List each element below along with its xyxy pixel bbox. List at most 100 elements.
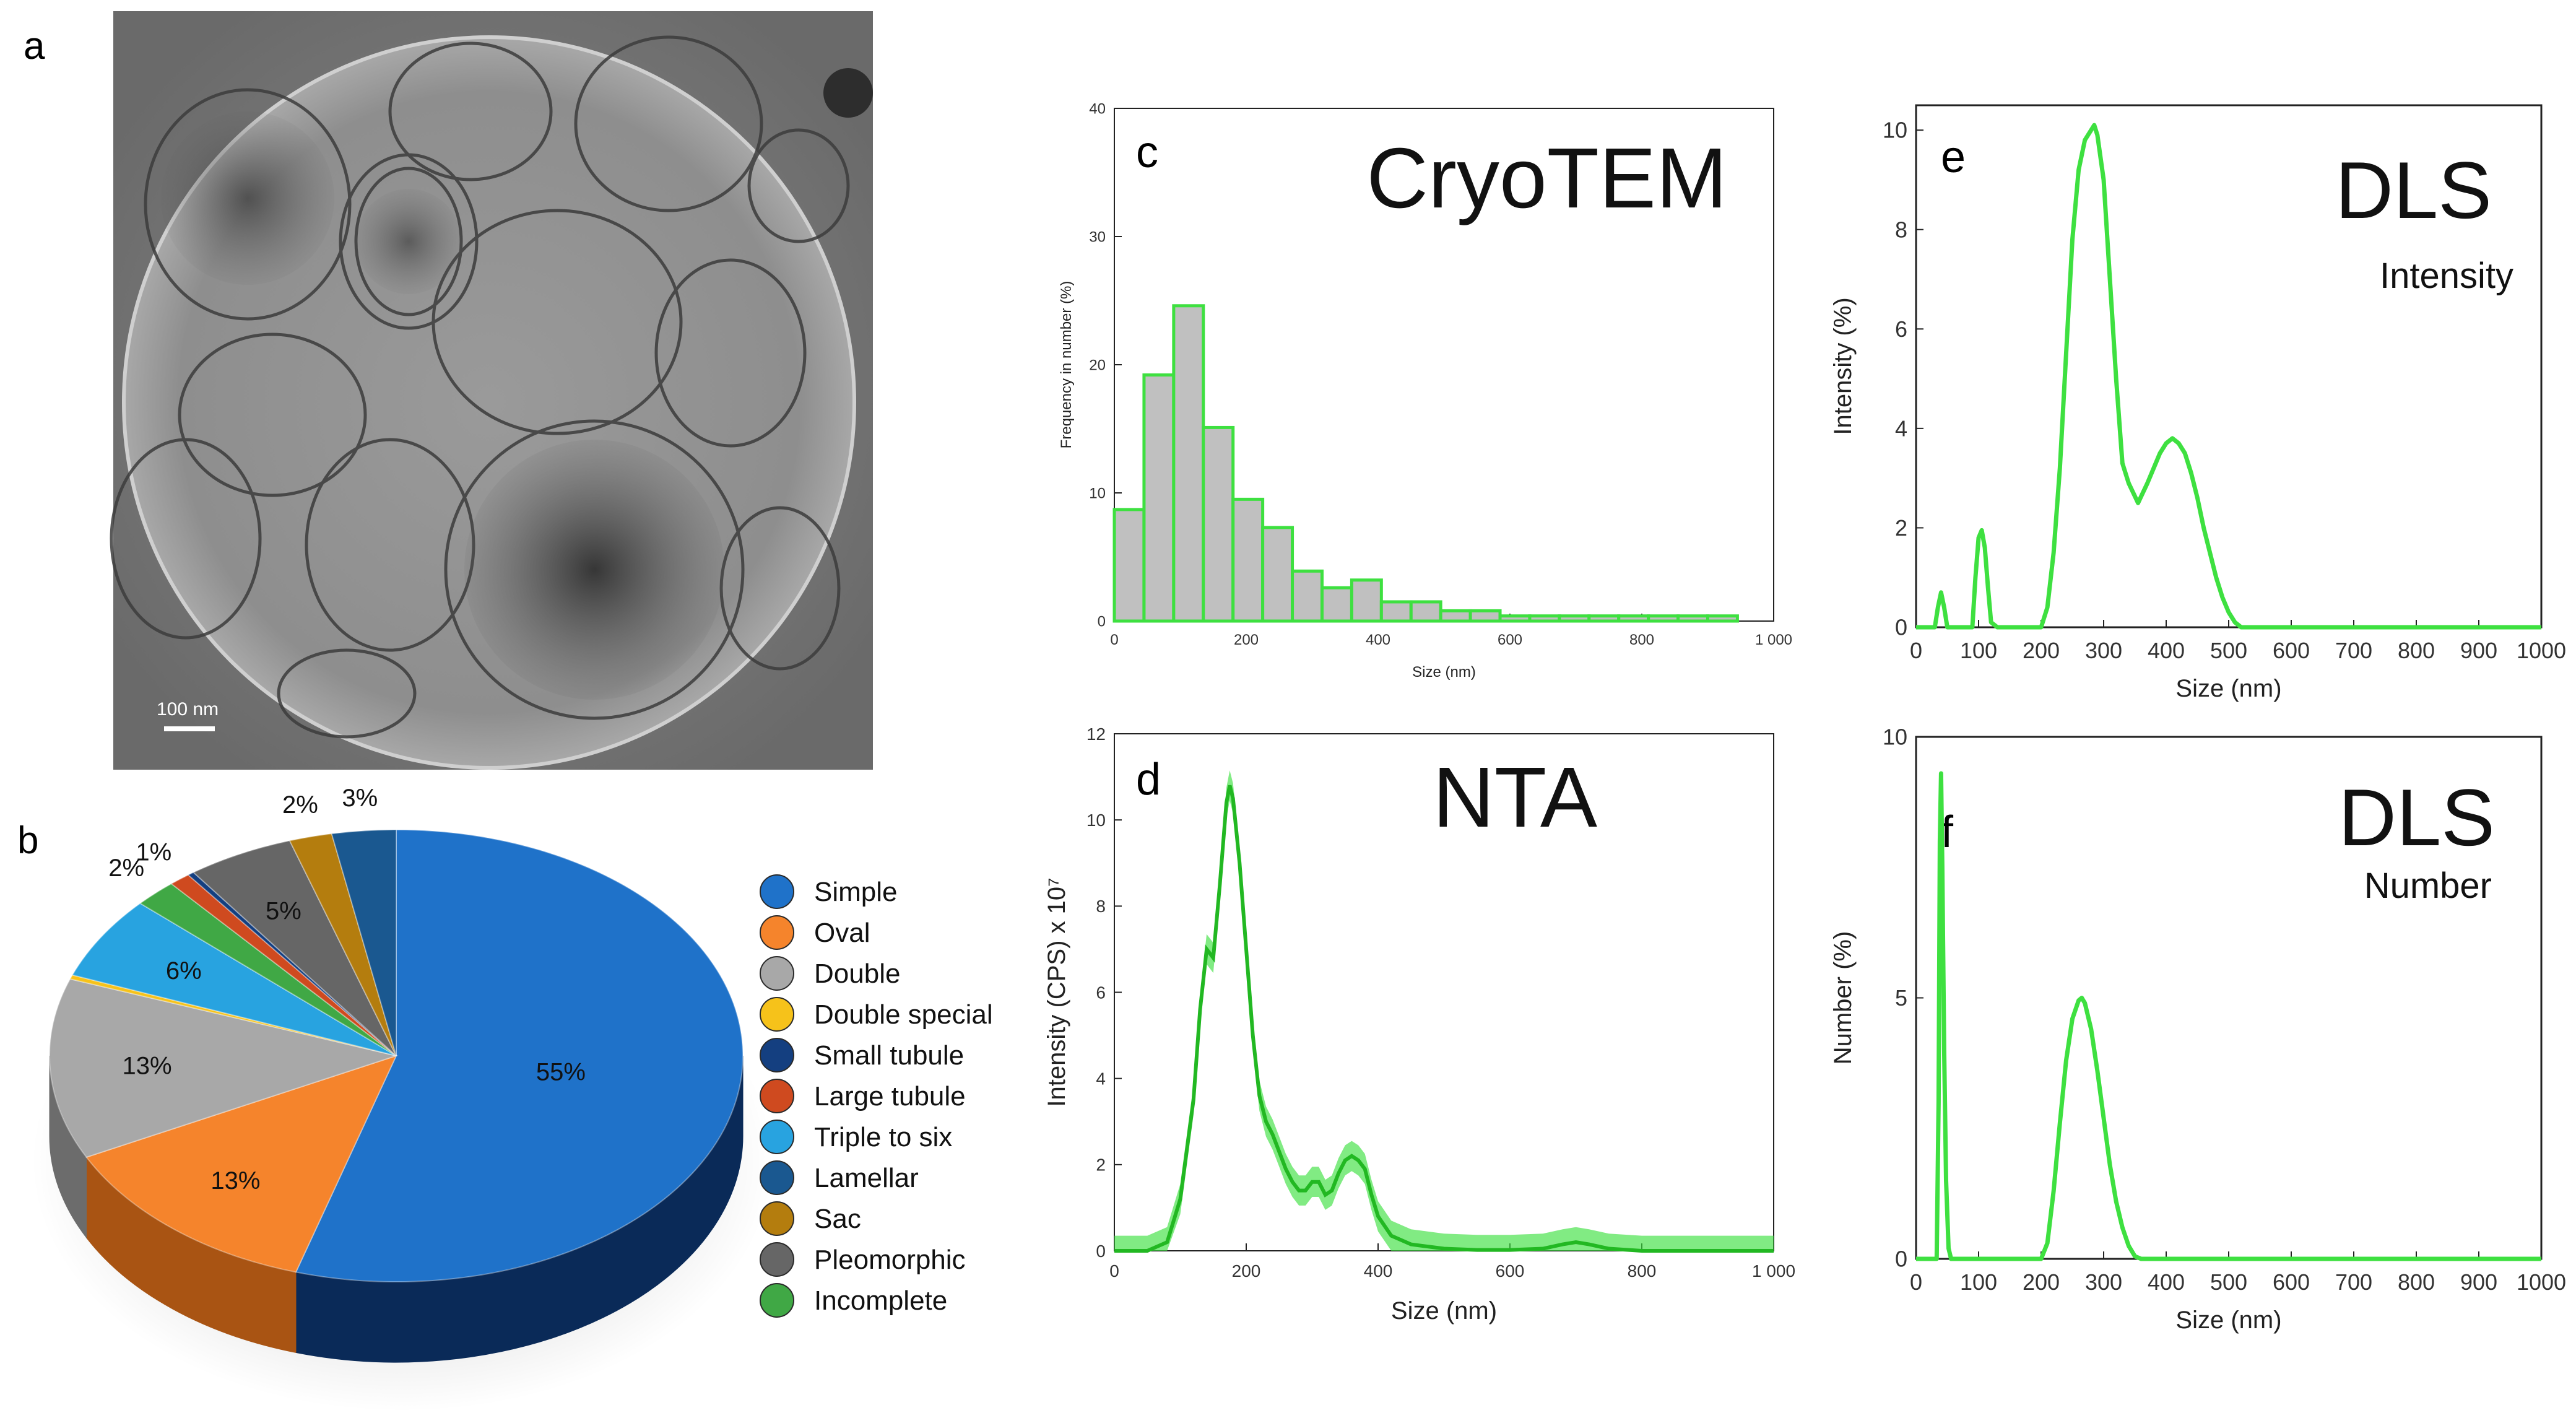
histogram-bar [1350, 578, 1383, 623]
y-tick-label: 0 [1096, 1242, 1106, 1261]
x-tick-label: 100 [1960, 1269, 1997, 1295]
histogram-bar [1142, 373, 1176, 623]
panel-label-b: b [17, 819, 38, 862]
x-tick-label: 700 [2335, 1269, 2372, 1295]
y-tick-label: 30 [1089, 228, 1106, 245]
histogram-bar [1379, 600, 1413, 623]
histogram-bar [1587, 614, 1621, 623]
histogram-bar [1706, 614, 1739, 623]
pie-slice-5 [139, 882, 397, 1056]
y-tick-label: 8 [1096, 897, 1106, 916]
x-tick-label: 400 [1364, 1261, 1393, 1281]
x-tick-label: 0 [1110, 632, 1118, 648]
legend-label-3: Double special [814, 999, 993, 1030]
x-tick-label: 800 [2398, 638, 2435, 663]
x-tick-label: 0 [1109, 1261, 1119, 1281]
y-tick-label: 20 [1089, 357, 1106, 373]
y-axis-label: Intensity (%) [1829, 297, 1857, 435]
y-tick-label: 4 [1895, 415, 1907, 441]
histogram-bar [1528, 614, 1561, 623]
histogram-bar [1202, 425, 1235, 623]
chart-title: DLS [2338, 772, 2495, 863]
x-tick-label: 300 [2085, 1269, 2122, 1295]
histogram-bar [1439, 609, 1472, 623]
y-tick-label: 8 [1895, 217, 1907, 242]
legend-label-2: Double [814, 959, 900, 989]
histogram-bar [1172, 304, 1205, 623]
pie-label-6: 1% [136, 839, 171, 866]
cryotem-micrograph: 100 nm [110, 11, 873, 770]
y-tick-label: 0 [1895, 615, 1907, 640]
legend-marker-3 [760, 997, 794, 1032]
scale-bar-label: 100 nm [157, 699, 219, 720]
histogram-bar [1409, 600, 1442, 623]
pie-slice-3 [69, 974, 397, 1056]
y-tick-label: 5 [1895, 985, 1907, 1011]
pie-slice-7 [187, 871, 397, 1056]
histogram-bar [1468, 609, 1502, 623]
pie-slice-4 [71, 902, 397, 1056]
pie-label-4: 6% [166, 957, 202, 985]
histogram-bar [1231, 497, 1265, 623]
x-axis-label: Size (nm) [1412, 664, 1476, 681]
y-axis-label: Number (%) [1829, 931, 1857, 1065]
legend-marker-10 [760, 1283, 794, 1318]
y-axis-label: Intensity (CPS) x 10⁷ [1043, 877, 1070, 1107]
x-tick-label: 500 [2210, 638, 2247, 663]
x-tick-label: 1000 [2517, 1269, 2566, 1295]
y-tick-label: 6 [1895, 316, 1907, 342]
x-tick-label: 200 [1234, 632, 1259, 648]
y-tick-label: 10 [1086, 811, 1106, 830]
x-tick-label: 600 [1498, 632, 1522, 648]
pie-slice-1 [85, 1055, 397, 1273]
chart-title: DLS [2335, 145, 2492, 235]
histogram-bar [1558, 614, 1591, 623]
pie-slice-2 [49, 978, 399, 1158]
x-tick-label: 200 [2023, 1269, 2060, 1295]
legend-marker-0 [760, 874, 794, 909]
panel-label-d: d [1136, 755, 1161, 804]
legend-label-5: Large tubule [814, 1081, 966, 1111]
x-tick-label: 800 [1629, 632, 1654, 648]
y-tick-label: 10 [1883, 118, 1907, 143]
x-tick-label: 0 [1910, 638, 1922, 663]
legend-marker-5 [760, 1079, 794, 1113]
dls-number-line [1916, 771, 2541, 1261]
x-tick-label: 600 [1496, 1261, 1525, 1281]
legend-marker-2 [760, 956, 794, 991]
y-tick-label: 40 [1089, 100, 1106, 117]
histogram-bar [1291, 569, 1324, 623]
x-tick-label: 400 [2148, 638, 2185, 663]
legend-marker-4 [760, 1038, 794, 1072]
x-tick-label: 0 [1910, 1269, 1922, 1295]
y-axis-label: Frequency in number (%) [1058, 281, 1075, 449]
legend-label-4: Small tubule [814, 1040, 964, 1071]
histogram-bar [1320, 586, 1353, 623]
legend-label-8: Sac [814, 1204, 861, 1234]
pie-chart-b: 55%13%13%6%2%1%5%2% 3% [31, 785, 774, 1412]
panel-label-c: c [1136, 128, 1158, 177]
x-axis-label: Size (nm) [1391, 1297, 1497, 1324]
chart-subtitle: Number [2364, 866, 2492, 906]
panel-label-e: e [1941, 133, 1966, 182]
legend-marker-9 [760, 1242, 794, 1277]
y-tick-label: 0 [1895, 1246, 1907, 1272]
x-tick-label: 800 [2398, 1269, 2435, 1295]
x-tick-label: 1 000 [1752, 1261, 1795, 1281]
x-tick-label: 600 [2273, 1269, 2310, 1295]
nta-line [1114, 785, 1774, 1253]
pie-label-2: 13% [122, 1053, 171, 1080]
x-tick-label: 200 [2023, 638, 2060, 663]
histogram-bar [1261, 526, 1295, 623]
histogram-bar [1617, 614, 1650, 623]
x-axis-label: Size (nm) [2175, 675, 2281, 702]
x-tick-label: 200 [1232, 1261, 1261, 1281]
pie-label-0: 55% [536, 1059, 586, 1086]
pie-label-1: 13% [210, 1167, 260, 1194]
pie-label-10: 3% [342, 785, 378, 812]
pie-slice-9 [288, 833, 397, 1056]
legend-marker-6 [760, 1120, 794, 1154]
y-tick-label: 10 [1089, 485, 1106, 502]
histogram-bar [1498, 614, 1532, 623]
